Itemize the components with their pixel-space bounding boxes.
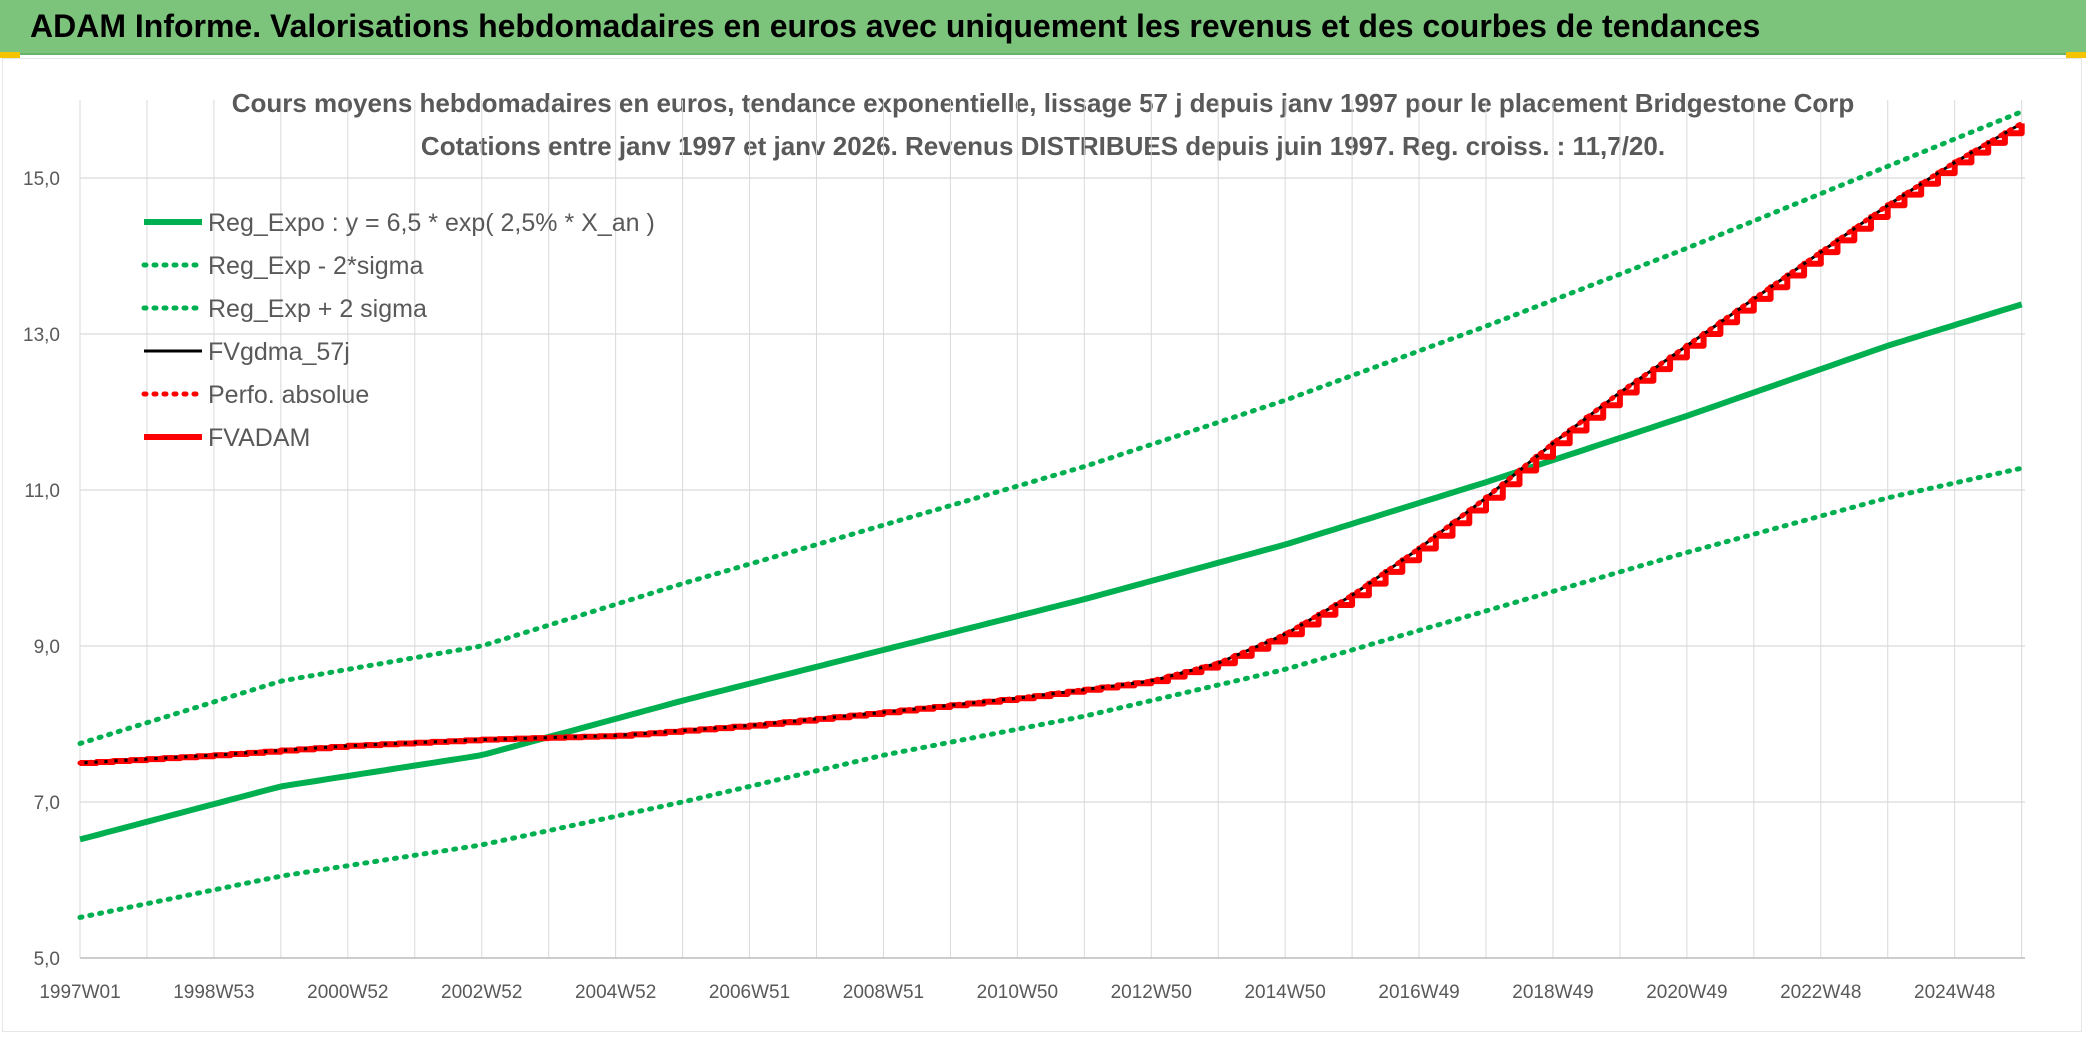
x-tick-label: 2018W49 [1512,982,1593,1003]
series-line-1 [77,465,2025,920]
x-tick-label: 2004W52 [575,982,656,1003]
x-tick-label: 2008W51 [843,982,924,1003]
series-line-4 [77,120,2025,766]
x-tick-label: 2002W52 [441,982,522,1003]
chart-title: Cours moyens hebdomadaires en euros, ten… [232,88,1855,118]
legend-label: Reg_Expo : y = 6,5 * exp( 2,5% * X_an ) [208,209,655,237]
y-tick-label: 5,0 [34,949,60,970]
report-title: ADAM Informe. Valorisations hebdomadaire… [30,8,1761,44]
x-tick-label: 2014W50 [1244,982,1325,1003]
series-line-2 [77,109,2025,746]
y-tick-label: 15,0 [23,169,60,190]
y-tick-label: 11,0 [24,481,60,502]
x-tick-label: 2022W48 [1780,982,1861,1003]
chart-frame [2,58,2082,1032]
x-tick-label: 2012W50 [1111,982,1192,1003]
series [77,109,2025,920]
x-tick-label: 2024W48 [1914,982,1995,1003]
corner-marker-left [0,52,20,58]
legend-label: FVADAM [208,424,310,452]
x-tick-label: 2016W49 [1378,982,1459,1003]
legend: Reg_Expo : y = 6,5 * exp( 2,5% * X_an ) R… [141,209,655,452]
x-tick-label: 2010W50 [977,982,1058,1003]
series-line-0 [79,301,2023,843]
x-tick-label: 2000W52 [307,982,388,1003]
y-tick-label: 7,0 [34,793,60,814]
legend-label: FVgdma_57j [208,338,350,366]
legend-label: Perfo. absolue [208,381,369,409]
legend-label: Reg_Exp + 2 sigma [208,295,427,323]
x-tick-label: 2020W49 [1646,982,1727,1003]
report-banner: ADAM Informe. Valorisations hebdomadaire… [0,0,2086,55]
x-tick-label: 1997W01 [39,982,120,1003]
corner-marker-right [2066,52,2086,58]
legend-label: Reg_Exp - 2*sigma [208,252,423,280]
axes: 5,0 7,0 9,0 11,0 13,0 15,0 1997W01 1998W53 2000W… [23,169,2025,1003]
y-tick-label: 9,0 [34,637,60,658]
chart-subtitle: Cotations entre janv 1997 et janv 2026. … [421,131,1665,161]
x-tick-label: 2006W51 [709,982,790,1003]
y-tick-label: 13,0 [23,325,60,346]
x-tick-label: 1998W53 [173,982,254,1003]
